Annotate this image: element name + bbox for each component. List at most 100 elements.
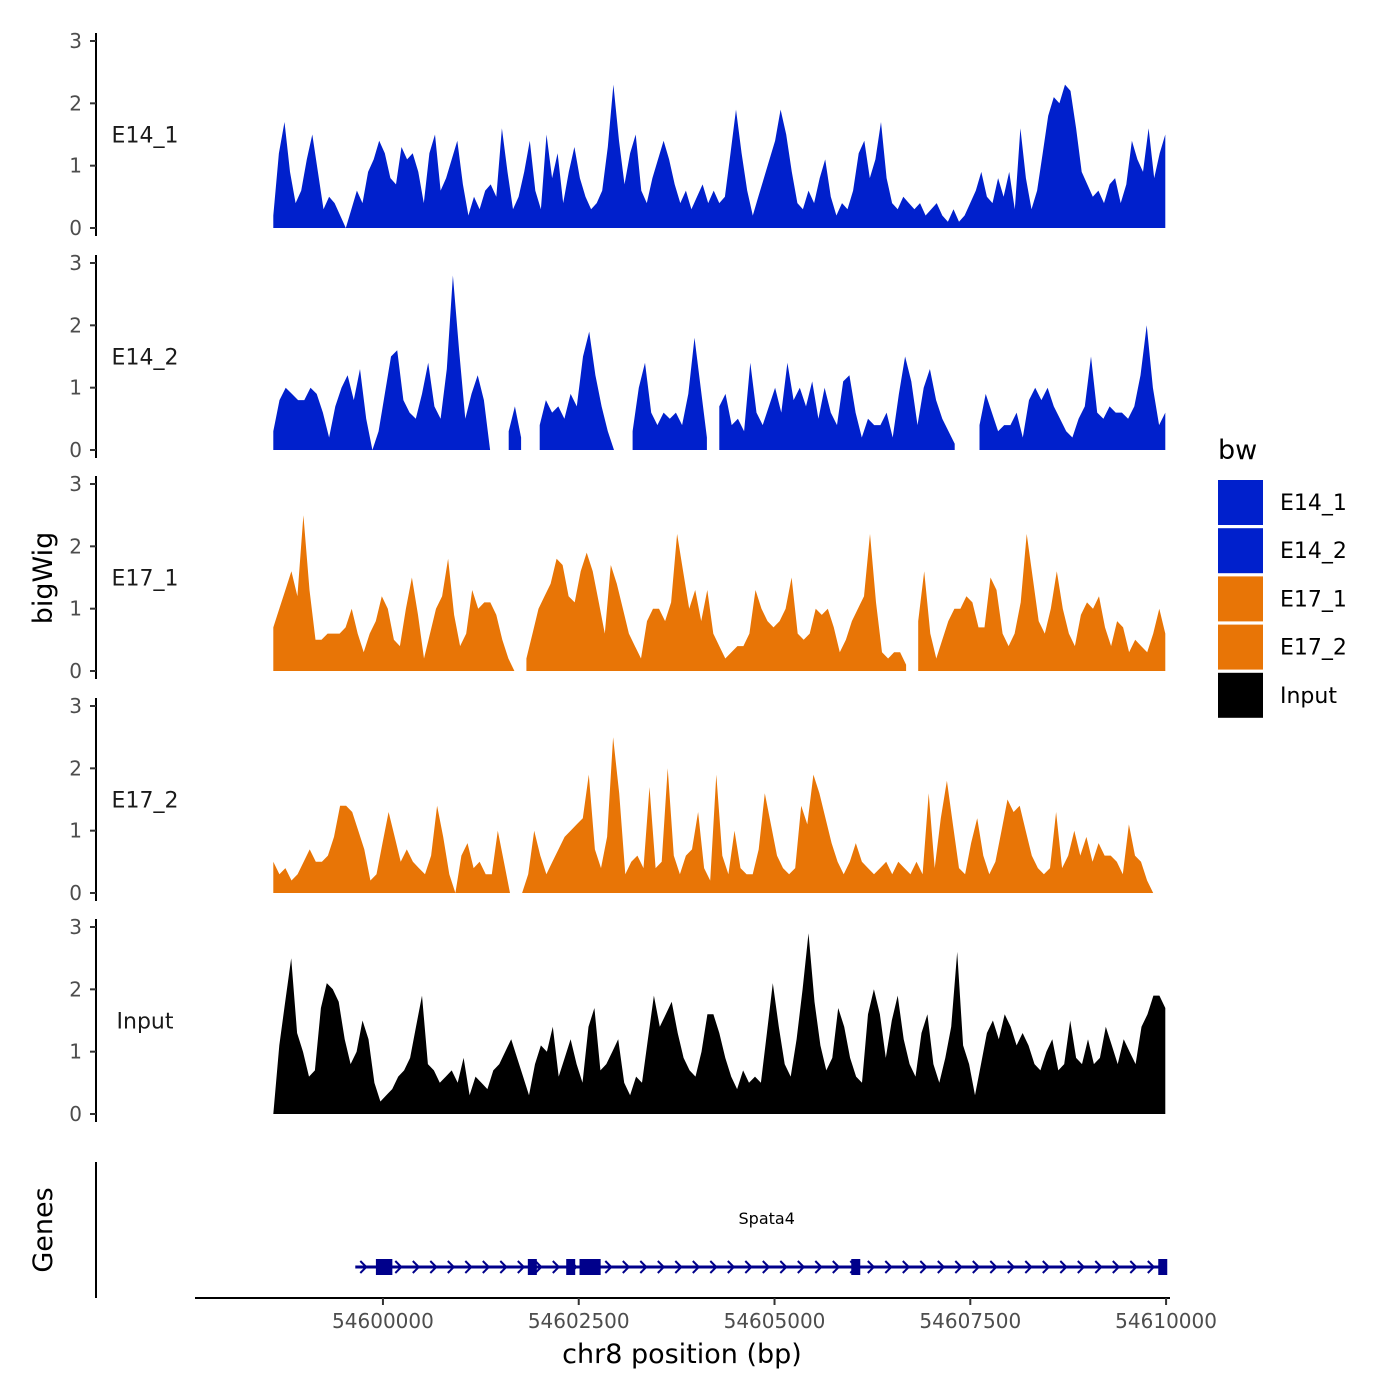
strand-arrow-icon — [989, 1260, 998, 1274]
strand-arrow-icon — [744, 1260, 753, 1274]
strand-arrow-icon — [972, 1260, 981, 1274]
strand-arrow-icon — [412, 1260, 421, 1274]
gene-exon — [1158, 1259, 1168, 1275]
track-label-E17_1: E17_1 — [112, 567, 179, 592]
coverage-tracks: 0 1 2 3 E14_1 0 1 2 3 E14_2 0 1 2 3 E17_1 0 1 2 3 E17_2 0 1 2 3… — [69, 29, 1166, 1126]
strand-arrow-icon — [447, 1260, 456, 1274]
gene-exon — [579, 1259, 601, 1275]
coverage-area-E14_2 — [979, 325, 1166, 450]
strand-arrow-icon — [797, 1260, 806, 1274]
x-tick-label: 54600000 — [332, 1309, 434, 1333]
coverage-area-E17_2 — [522, 737, 1154, 893]
y-tick-label: 1 — [69, 154, 82, 178]
strand-arrow-icon — [1094, 1260, 1103, 1274]
strand-arrow-icon — [1007, 1260, 1016, 1274]
x-tick-label: 54607500 — [919, 1309, 1021, 1333]
y-tick-label: 1 — [69, 597, 82, 621]
legend-title: bw — [1218, 435, 1257, 466]
track-label-E14_1: E14_1 — [112, 124, 179, 149]
y-tick-label: 0 — [69, 659, 82, 683]
gene-name-label: Spata4 — [739, 1209, 795, 1228]
legend-label-E17_1: E17_1 — [1280, 587, 1347, 612]
gene-exon — [851, 1259, 861, 1275]
legend-label-E14_2: E14_2 — [1280, 539, 1347, 564]
strand-arrow-icon — [1059, 1260, 1068, 1274]
coverage-area-E17_1 — [918, 533, 1166, 671]
track-panel-E17_1: 0 1 2 3 E17_1 — [69, 472, 1166, 683]
legend-swatch-E14_2 — [1218, 528, 1263, 574]
coverage-area-E17_2 — [273, 805, 510, 893]
gene-exon — [375, 1259, 393, 1275]
strand-arrow-icon — [639, 1260, 648, 1274]
y-tick-label: 2 — [69, 756, 82, 780]
strand-arrow-icon — [709, 1260, 718, 1274]
legend-label-E14_1: E14_1 — [1280, 491, 1347, 516]
track-label-E14_2: E14_2 — [112, 346, 179, 371]
track-label-E17_2: E17_2 — [112, 789, 179, 814]
strand-arrow-icon — [954, 1260, 963, 1274]
strand-arrow-icon — [1077, 1260, 1086, 1274]
coverage-area-E14_2 — [719, 356, 955, 450]
y-tick-label: 2 — [69, 313, 82, 337]
strand-arrow-icon — [937, 1260, 946, 1274]
strand-arrow-icon — [814, 1260, 823, 1274]
strand-arrow-icon — [622, 1260, 631, 1274]
y-tick-label: 2 — [69, 91, 82, 115]
x-tick-label: 54602500 — [528, 1309, 630, 1333]
coverage-area-E14_2 — [273, 275, 491, 450]
strand-arrow-icon — [692, 1260, 701, 1274]
coverage-area-E14_2 — [508, 406, 522, 450]
strand-arrow-icon — [394, 1260, 403, 1274]
x-tick-label: 54605000 — [724, 1309, 826, 1333]
strand-arrow-icon — [674, 1260, 683, 1274]
strand-arrow-icon — [464, 1260, 473, 1274]
y-tick-label: 2 — [69, 534, 82, 558]
y-tick-label: 1 — [69, 1040, 82, 1064]
y-tick-label: 3 — [69, 251, 82, 275]
strand-arrow-icon — [727, 1260, 736, 1274]
y-tick-label: 3 — [69, 694, 82, 718]
y-tick-label: 0 — [69, 216, 82, 240]
track-panel-Input: 0 1 2 3 Input — [69, 915, 1166, 1126]
track-panel-E17_2: 0 1 2 3 E17_2 — [69, 694, 1154, 905]
gene-exon — [566, 1259, 576, 1275]
y-tick-label: 0 — [69, 1102, 82, 1126]
strand-arrow-icon — [1024, 1260, 1033, 1274]
y-tick-label: 0 — [69, 438, 82, 462]
strand-arrow-icon — [1112, 1260, 1121, 1274]
legend-swatch-E14_1 — [1218, 480, 1263, 525]
gene-track: Genes Spata4 — [28, 1162, 1168, 1298]
legend-swatch-E17_1 — [1218, 576, 1263, 622]
y-tick-label: 1 — [69, 376, 82, 400]
strand-arrow-icon — [517, 1260, 526, 1274]
y-axis-title: bigWig — [28, 532, 59, 625]
strand-arrow-icon — [499, 1260, 508, 1274]
coverage-area-E14_1 — [273, 84, 1166, 228]
strand-arrow-icon — [657, 1260, 666, 1274]
strand-arrow-icon — [1147, 1260, 1156, 1274]
y-tick-label: 0 — [69, 881, 82, 905]
track-label-Input: Input — [117, 1010, 174, 1035]
coverage-area-Input — [273, 933, 1166, 1114]
y-tick-label: 3 — [69, 472, 82, 496]
legend-swatch-E17_2 — [1218, 624, 1263, 670]
genes-track-label: Genes — [28, 1187, 59, 1272]
x-tick-label: 54610000 — [1115, 1309, 1217, 1333]
strand-arrow-icon — [1129, 1260, 1138, 1274]
strand-arrow-icon — [552, 1260, 561, 1274]
coverage-area-E14_2 — [632, 337, 707, 450]
y-tick-label: 3 — [69, 29, 82, 53]
legend-label-Input: Input — [1280, 684, 1337, 709]
track-panel-E14_1: 0 1 2 3 E14_1 — [69, 29, 1166, 240]
strand-arrow-icon — [482, 1260, 491, 1274]
y-tick-label: 3 — [69, 915, 82, 939]
coverage-area-E14_2 — [539, 331, 614, 450]
track-panel-E14_2: 0 1 2 3 E14_2 — [69, 251, 1166, 462]
strand-arrow-icon — [359, 1260, 368, 1274]
strand-arrow-icon — [779, 1260, 788, 1274]
strand-arrow-icon — [832, 1260, 841, 1274]
y-tick-label: 1 — [69, 819, 82, 843]
x-axis-title: chr8 position (bp) — [562, 1339, 802, 1370]
legend-swatch-Input — [1218, 672, 1263, 718]
